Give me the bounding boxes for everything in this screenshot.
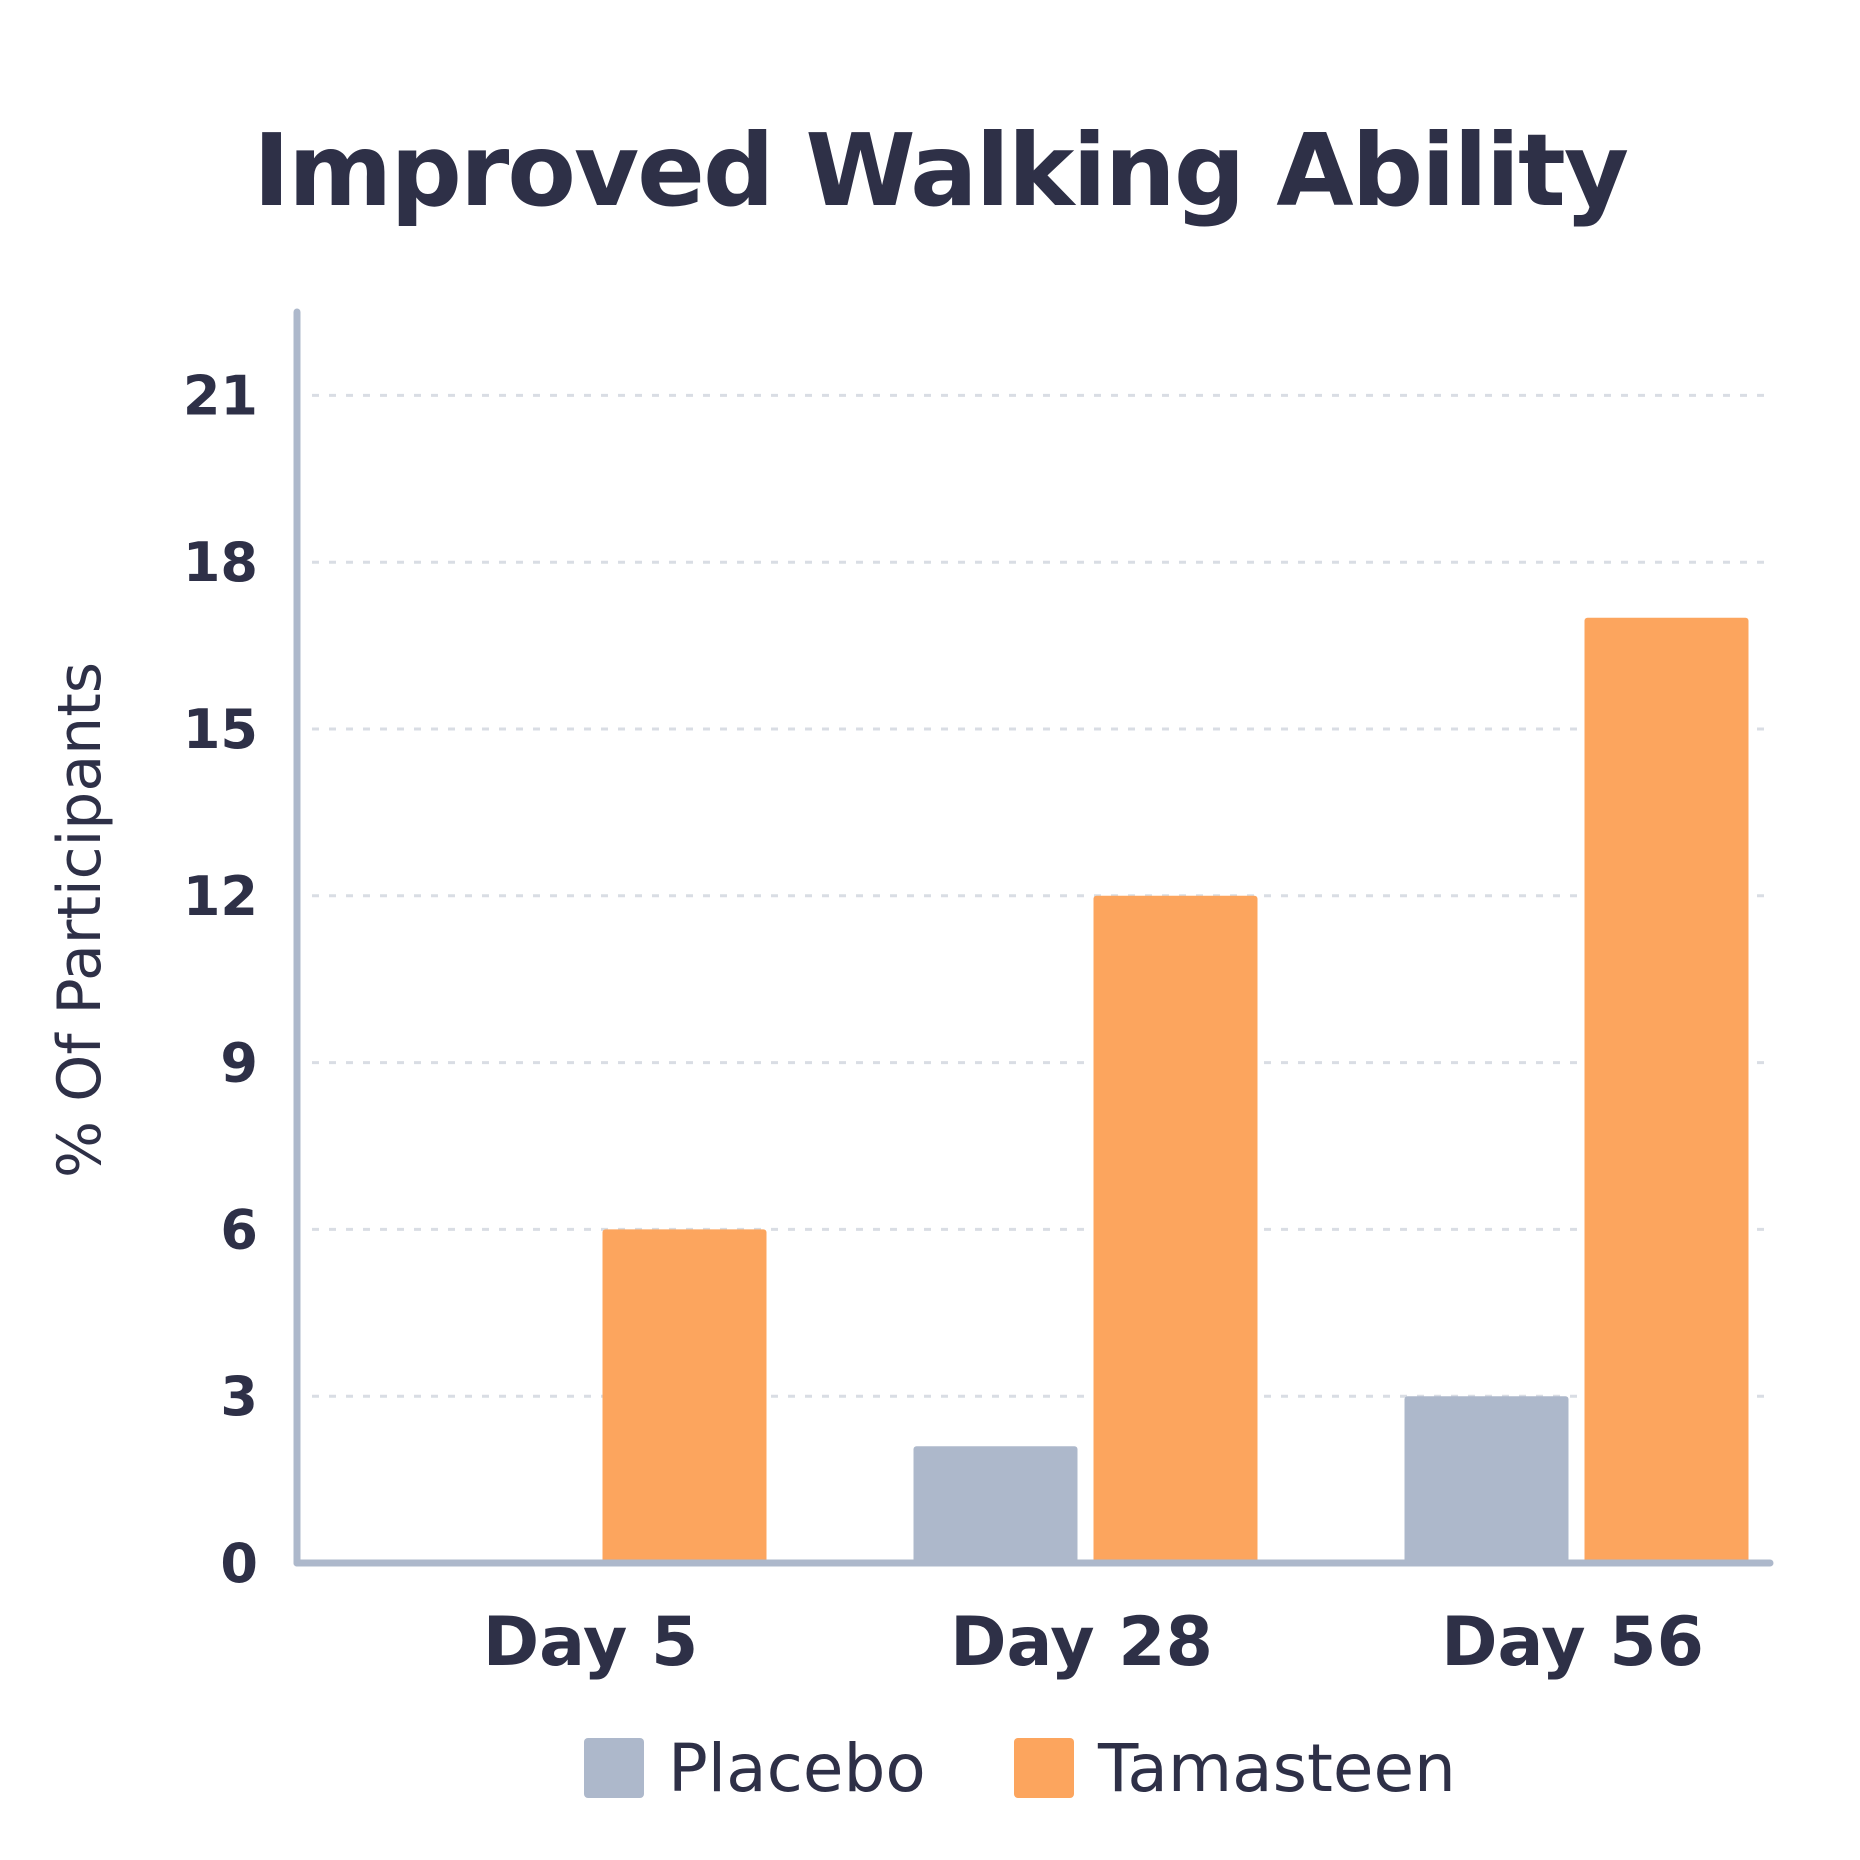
y-tick-label: 3 <box>220 1365 258 1428</box>
bars <box>602 617 1749 1563</box>
y-tick-label: 12 <box>183 865 258 928</box>
bar-tamasteen-day-56 <box>1584 617 1749 1563</box>
bar-tamasteen-day-5 <box>602 1229 767 1563</box>
y-axis-ticks: 0 3 6 9 12 15 18 21 <box>183 364 258 1595</box>
legend-label-tamasteen: Tamasteen <box>1097 1730 1456 1807</box>
chart-title: Improved Walking Ability <box>253 112 1628 229</box>
y-axis-label: % Of Participants <box>45 662 115 1178</box>
y-tick-label: 0 <box>220 1532 258 1595</box>
y-tick-label: 15 <box>183 698 258 761</box>
legend-label-placebo: Placebo <box>668 1730 926 1807</box>
x-category-label: Day 5 <box>483 1603 699 1682</box>
bar-placebo-day-56 <box>1404 1396 1569 1563</box>
legend-swatch-placebo <box>584 1738 644 1798</box>
bar-tamasteen-day-28 <box>1093 895 1258 1563</box>
legend: Placebo Tamasteen <box>584 1730 1456 1807</box>
y-tick-label: 6 <box>220 1198 258 1261</box>
gridlines <box>312 393 1770 1398</box>
y-tick-label: 18 <box>183 531 258 594</box>
y-tick-label: 9 <box>220 1032 258 1095</box>
y-tick-label: 21 <box>183 364 258 427</box>
x-axis-categories: Day 5 Day 28 Day 56 <box>483 1603 1704 1682</box>
bar-placebo-day-28 <box>913 1446 1078 1563</box>
x-category-label: Day 28 <box>950 1603 1213 1682</box>
legend-swatch-tamasteen <box>1014 1738 1074 1798</box>
x-category-label: Day 56 <box>1441 1603 1704 1682</box>
